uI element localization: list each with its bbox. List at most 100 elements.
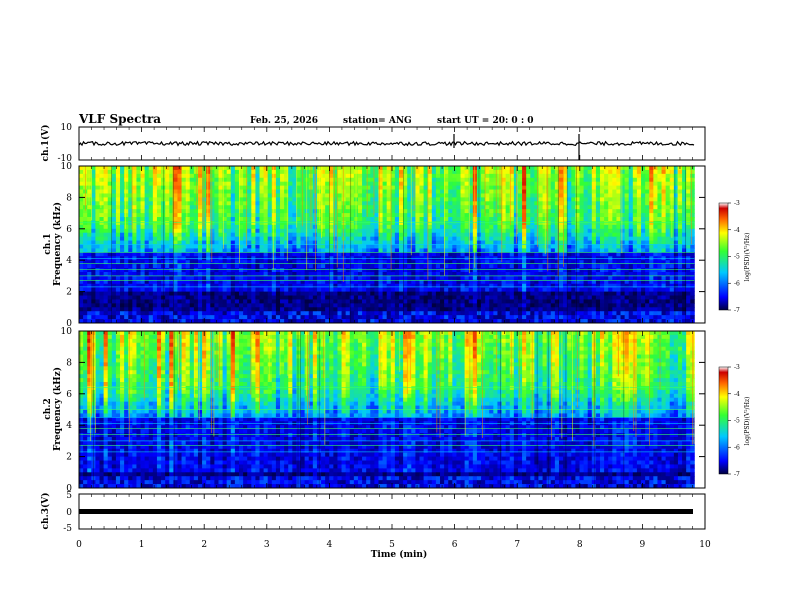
spectrogram-cell [197,248,203,253]
spectrogram-cell [189,205,195,210]
spectrogram-cell [148,166,154,171]
spectrogram-cell [378,185,383,190]
spectrogram-cell [645,189,650,194]
spectrogram-cell [378,173,383,179]
spectrogram-cell [657,181,662,187]
spectrogram-cell [563,287,568,293]
spectrogram-cell [173,213,178,218]
spectrogram-cell [83,252,88,257]
spectrogram-cell [690,240,695,245]
spectrogram-cell [156,236,162,241]
spectrogram-cell [91,232,96,238]
spectrogram-cell [99,232,105,238]
spectrogram-cell [554,244,560,249]
spectrogram-cell [534,189,539,194]
spectrogram-cell [575,169,580,175]
spectrogram-cell [206,228,211,234]
spectrogram-cell [161,213,166,218]
spectrogram-cell [571,205,576,210]
spectrogram-cell [165,173,170,179]
spectrogram-cell [509,228,515,234]
spectrogram-cell [230,244,236,249]
spectrogram-cell [517,193,523,198]
spectrogram-cell [604,217,609,222]
spectrogram-cell [538,236,543,241]
spectrogram-cell [382,252,388,257]
spectrogram-cell [419,169,424,175]
spectrogram-cell [128,240,133,245]
spectrogram-cell [616,271,621,277]
spectrogram-cell [591,220,597,226]
spectrogram-cell [238,275,244,281]
spectrogram-cell [107,228,113,234]
spectrogram-cell [366,287,371,293]
spectrogram-cell [649,220,654,226]
spectrogram-cell [505,217,511,222]
spectrogram-cell [362,232,367,238]
spectrogram-cell [661,189,667,194]
spectrogram-cell [407,193,412,198]
spectrogram-cell [181,173,187,179]
spectrogram-cell [513,205,519,210]
spectrogram-cell [481,197,486,202]
spectrogram-cell [460,220,466,226]
spectrogram-cell [632,283,638,289]
spectrogram-cell [120,279,125,285]
spectrogram-cell [341,260,347,265]
spectrogram-cell [238,185,244,190]
spectrogram-cell [616,209,621,214]
spectrogram-cell [554,189,560,194]
spectrogram-cell [624,177,630,183]
spectrogram-cell [144,283,150,289]
spectrogram-cell [431,213,437,218]
spectrogram-cell [218,197,223,202]
spectrogram-cell [136,295,141,300]
spectrogram-cell [583,232,589,238]
spectrogram-cell [136,291,141,296]
spectrogram-cell [628,189,634,194]
spectrogram-cell [140,271,146,277]
spectrogram-cell [161,193,166,198]
spectrogram-cell [165,236,170,241]
spectrogram-cell [329,189,334,194]
spectrogram-cell [185,201,191,206]
spectrogram-cell [390,232,396,238]
spectrogram-cell [156,197,162,202]
spectrogram-cell [99,185,105,190]
spectrogram-cell [558,209,564,214]
spectrogram-cell [275,275,281,281]
spectrogram-cell [485,275,490,281]
spectrogram-cell [616,252,621,257]
spectrogram-cell [534,252,539,257]
spectrogram-cell [165,260,170,265]
spectrogram-cell [370,201,375,206]
spectrogram-cell [128,173,133,179]
spectrogram-cell [132,275,137,281]
spectrogram-cell [669,271,675,277]
spectrogram-cell [251,279,256,285]
spectrogram-cell [300,193,306,198]
spectrogram-cell [103,228,109,234]
spectrogram-cell [218,244,223,249]
spectrogram-cell [321,201,326,206]
spectrogram-cell [197,228,203,234]
spectrogram-cell [476,220,482,226]
spectrogram-cell [177,173,182,179]
spectrogram-cell [501,197,507,202]
spectrogram-cell [526,166,531,171]
spectrogram-cell [378,264,383,269]
spectrogram-cell [415,177,420,183]
spectrogram-cell [161,291,166,296]
spectrogram-cell [300,240,306,245]
spectrogram-cell [489,268,494,273]
spectrogram-cell [128,185,133,190]
spectrogram-cell [476,275,482,281]
spectrogram-cell [333,248,338,253]
spectrogram-cell [452,169,457,175]
spectrogram-cell [464,252,470,257]
spectrogram-cell [534,287,539,293]
spectrogram-cell [505,169,511,175]
spectrogram-cell [95,169,100,175]
spectrogram-cell [673,189,679,194]
spectrogram-cell [275,252,281,257]
